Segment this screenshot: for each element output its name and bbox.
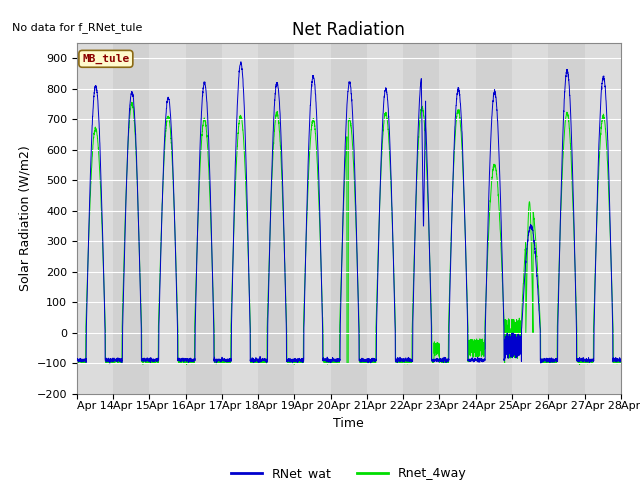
Legend: RNet_wat, Rnet_4way: RNet_wat, Rnet_4way bbox=[226, 462, 472, 480]
Bar bbox=[476, 43, 512, 394]
Bar bbox=[186, 43, 222, 394]
Bar bbox=[403, 43, 440, 394]
Bar bbox=[258, 43, 294, 394]
Text: No data for f_RNet_tule: No data for f_RNet_tule bbox=[12, 22, 142, 33]
X-axis label: Time: Time bbox=[333, 417, 364, 430]
Bar bbox=[113, 43, 149, 394]
Y-axis label: Solar Radiation (W/m2): Solar Radiation (W/m2) bbox=[18, 145, 31, 291]
Text: MB_tule: MB_tule bbox=[82, 54, 129, 64]
Bar bbox=[548, 43, 584, 394]
Title: Net Radiation: Net Radiation bbox=[292, 21, 405, 39]
Bar bbox=[331, 43, 367, 394]
